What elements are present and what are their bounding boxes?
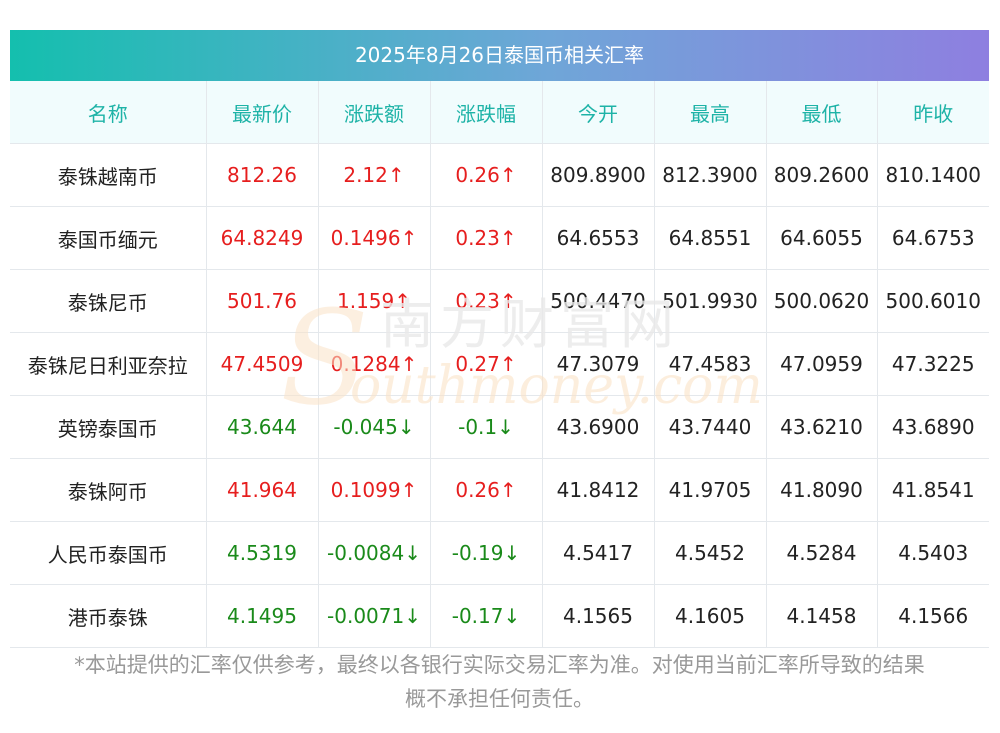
table-row: 泰国币缅元 64.8249 0.1496↑ 0.23↑ 64.6553 64.8551 64… [10, 206, 989, 270]
table-row: 英镑泰国币 43.644 -0.045↓ -0.1↓ 43.6900 43.7440 43.… [10, 395, 989, 459]
cell-high: 47.4583 [654, 332, 767, 396]
cell-change: 2.12↑ [318, 143, 431, 207]
disclaimer-footnote: *本站提供的汇率仅供参考，最终以各银行实际交易汇率为准。对使用当前汇率所导致的结… [10, 648, 989, 716]
cell-low: 500.0620 [766, 269, 878, 333]
cell-low: 43.6210 [766, 395, 878, 459]
cell-name: 港币泰铢 [10, 584, 207, 648]
cell-high: 4.5452 [654, 521, 767, 585]
cell-change-pct: -0.1↓ [430, 395, 543, 459]
cell-high: 64.8551 [654, 206, 767, 270]
table-row: 泰铢尼日利亚奈拉 47.4509 0.1284↑ 0.27↑ 47.3079 47.458… [10, 332, 989, 396]
cell-open: 41.8412 [542, 458, 655, 522]
disclaimer-line-1: *本站提供的汇率仅供参考，最终以各银行实际交易汇率为准。对使用当前汇率所导致的结… [74, 653, 925, 677]
cell-open: 4.5417 [542, 521, 655, 585]
cell-prev-close: 4.1566 [877, 584, 989, 648]
cell-change-pct: 0.26↑ [430, 458, 543, 522]
table-title: 2025年8月26日泰国币相关汇率 [10, 30, 989, 81]
header-latest-price: 最新价 [206, 81, 319, 144]
cell-high: 4.1605 [654, 584, 767, 648]
cell-low: 47.0959 [766, 332, 878, 396]
cell-latest-price: 64.8249 [206, 206, 319, 270]
rate-table-container: 2025年8月26日泰国币相关汇率 名称 最新价 涨跌额 涨跌幅 今开 最高 最… [10, 30, 989, 648]
cell-latest-price: 47.4509 [206, 332, 319, 396]
cell-latest-price: 4.1495 [206, 584, 319, 648]
cell-change-pct: -0.19↓ [430, 521, 543, 585]
cell-low: 4.5284 [766, 521, 878, 585]
header-high: 最高 [654, 81, 767, 144]
cell-change-pct: 0.23↑ [430, 206, 543, 270]
cell-name: 泰国币缅元 [10, 206, 207, 270]
header-change: 涨跌额 [318, 81, 431, 144]
cell-prev-close: 4.5403 [877, 521, 989, 585]
cell-latest-price: 4.5319 [206, 521, 319, 585]
cell-change: -0.045↓ [318, 395, 431, 459]
cell-open: 43.6900 [542, 395, 655, 459]
cell-high: 41.9705 [654, 458, 767, 522]
cell-latest-price: 812.26 [206, 143, 319, 207]
cell-change: -0.0071↓ [318, 584, 431, 648]
cell-prev-close: 810.1400 [877, 143, 989, 207]
cell-latest-price: 41.964 [206, 458, 319, 522]
cell-low: 809.2600 [766, 143, 878, 207]
cell-low: 64.6055 [766, 206, 878, 270]
cell-prev-close: 500.6010 [877, 269, 989, 333]
rate-table: 名称 最新价 涨跌额 涨跌幅 今开 最高 最低 昨收 泰铢越南币 812.26 2.… [10, 81, 989, 648]
header-prev-close: 昨收 [877, 81, 989, 144]
table-row: 人民币泰国币 4.5319 -0.0084↓ -0.19↓ 4.5417 4.5452 4.… [10, 521, 989, 585]
cell-name: 泰铢越南币 [10, 143, 207, 207]
table-row: 港币泰铢 4.1495 -0.0071↓ -0.17↓ 4.1565 4.1605 4.14… [10, 584, 989, 648]
cell-change: 0.1284↑ [318, 332, 431, 396]
cell-open: 500.4470 [542, 269, 655, 333]
header-low: 最低 [766, 81, 878, 144]
cell-open: 47.3079 [542, 332, 655, 396]
cell-prev-close: 41.8541 [877, 458, 989, 522]
header-open: 今开 [542, 81, 655, 144]
cell-name: 泰铢尼币 [10, 269, 207, 333]
cell-change: -0.0084↓ [318, 521, 431, 585]
cell-change-pct: 0.26↑ [430, 143, 543, 207]
cell-low: 41.8090 [766, 458, 878, 522]
table-row: 泰铢尼币 501.76 1.159↑ 0.23↑ 500.4470 501.9930 500… [10, 269, 989, 333]
cell-open: 4.1565 [542, 584, 655, 648]
cell-high: 812.3900 [654, 143, 767, 207]
cell-prev-close: 47.3225 [877, 332, 989, 396]
header-name: 名称 [10, 81, 207, 144]
cell-change: 0.1099↑ [318, 458, 431, 522]
cell-change: 1.159↑ [318, 269, 431, 333]
cell-change: 0.1496↑ [318, 206, 431, 270]
table-row: 泰铢越南币 812.26 2.12↑ 0.26↑ 809.8900 812.3900 809… [10, 143, 989, 207]
cell-low: 4.1458 [766, 584, 878, 648]
cell-prev-close: 43.6890 [877, 395, 989, 459]
cell-prev-close: 64.6753 [877, 206, 989, 270]
cell-name: 英镑泰国币 [10, 395, 207, 459]
cell-change-pct: 0.27↑ [430, 332, 543, 396]
cell-open: 64.6553 [542, 206, 655, 270]
cell-high: 501.9930 [654, 269, 767, 333]
header-row: 名称 最新价 涨跌额 涨跌幅 今开 最高 最低 昨收 [10, 81, 989, 144]
header-change-pct: 涨跌幅 [430, 81, 543, 144]
table-row: 泰铢阿币 41.964 0.1099↑ 0.26↑ 41.8412 41.9705 41.8… [10, 458, 989, 522]
cell-open: 809.8900 [542, 143, 655, 207]
table-body: 泰铢越南币 812.26 2.12↑ 0.26↑ 809.8900 812.3900 809… [10, 143, 989, 648]
cell-name: 泰铢尼日利亚奈拉 [10, 332, 207, 396]
cell-latest-price: 43.644 [206, 395, 319, 459]
cell-change-pct: 0.23↑ [430, 269, 543, 333]
cell-latest-price: 501.76 [206, 269, 319, 333]
cell-high: 43.7440 [654, 395, 767, 459]
disclaimer-line-2: 概不承担任何责任。 [405, 687, 594, 711]
cell-name: 人民币泰国币 [10, 521, 207, 585]
cell-change-pct: -0.17↓ [430, 584, 543, 648]
cell-name: 泰铢阿币 [10, 458, 207, 522]
